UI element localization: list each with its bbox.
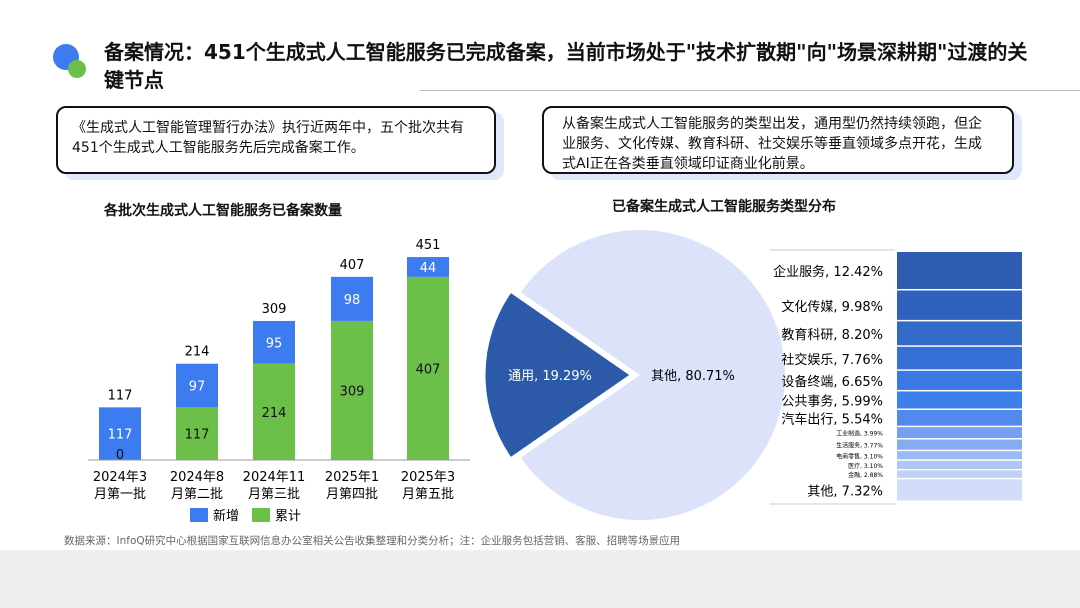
pie-slice-general (484, 291, 631, 459)
breakdown-label: 文化传媒, 9.98% (781, 300, 883, 315)
bar-cumulative-label: 0 (116, 448, 124, 463)
summary-box-left: 《生成式人工智能管理暂行办法》执行近两年中，五个批次共有451个生成式人工智能服… (56, 106, 496, 174)
source-note: 数据来源：InfoQ研究中心根据国家互联网信息办公室相关公告收集整理和分类分析；… (64, 535, 681, 547)
bar-total-label: 407 (340, 258, 365, 273)
x-tick-label: 月第二批 (171, 487, 223, 502)
breakdown-bar (897, 391, 1022, 409)
summary-box-right: 从备案生成式人工智能服务的类型出发，通用型仍然持续领跑，但企业服务、文化传媒、教… (542, 106, 1014, 174)
breakdown-label: 社交娱乐, 7.76% (781, 352, 883, 368)
bar-cumulative (407, 276, 449, 460)
breakdown-bar (897, 346, 1022, 370)
bar-new-label: 117 (108, 428, 133, 443)
bar-cumulative-label: 309 (340, 384, 365, 399)
breakdown-bar (897, 409, 1022, 426)
bar-new-label: 98 (344, 293, 361, 308)
breakdown-label: 公共事务, 5.99% (781, 394, 883, 410)
bar-chart-title: 各批次生成式人工智能服务已备案数量 (104, 203, 342, 219)
x-tick-label: 2024年3 (93, 470, 147, 485)
breakdown-bar (897, 439, 1022, 450)
bar-total-label: 309 (262, 302, 287, 317)
bar-new-label: 44 (420, 261, 437, 276)
bar-cumulative (176, 407, 218, 460)
pie-label-general: 通用, 19.29% (508, 369, 592, 384)
legend-swatch-new (190, 508, 208, 522)
breakdown-label: 其他, 7.32% (807, 485, 883, 500)
legend-swatch-cumulative (252, 508, 270, 522)
breakdown-bar (897, 290, 1022, 320)
breakdown-label: 生活服务, 3.77% (836, 442, 883, 450)
breakdown-bar (897, 460, 1022, 469)
bar-new (331, 276, 373, 321)
bar-cumulative (331, 320, 373, 460)
bar-new (253, 320, 295, 364)
x-tick-label: 月第一批 (94, 487, 146, 502)
legend-label-cumulative: 累计 (275, 509, 301, 524)
bar-new (407, 257, 449, 277)
breakdown-label: 设备终端, 6.65% (781, 374, 883, 390)
breakdown-label: 金融, 2.88% (848, 471, 883, 479)
breakdown-bar (897, 479, 1022, 501)
page-title: 备案情况：451个生成式人工智能服务已完成备案，当前市场处于"技术扩散期"向"场… (104, 40, 1028, 92)
x-tick-label: 2025年3 (401, 470, 455, 485)
breakdown-label: 汽车出行, 5.54% (781, 412, 883, 428)
breakdown-label: 企业服务, 12.42% (773, 264, 883, 280)
divider (420, 90, 1080, 91)
legend-label-new: 新增 (213, 508, 239, 524)
pie-label-other: 其他, 80.71% (651, 369, 735, 384)
bar-total-label: 117 (108, 388, 133, 403)
breakdown-bar (897, 252, 1022, 289)
x-tick-label: 月第四批 (326, 487, 378, 502)
pie-slice-other (520, 230, 786, 520)
breakdown-bar (897, 470, 1022, 478)
bar-new (176, 363, 218, 408)
footer-band (0, 550, 1080, 608)
bar-cumulative-label: 407 (416, 362, 441, 377)
breakdown-bar (897, 427, 1022, 439)
breakdown-bar (897, 370, 1022, 390)
breakdown-label: 电商零售, 3.10% (836, 452, 883, 460)
x-tick-label: 月第五批 (402, 487, 454, 502)
breakdown-label: 医疗, 3.10% (848, 462, 883, 470)
bar-total-label: 214 (185, 345, 210, 360)
bar-new-label: 95 (266, 336, 283, 351)
bar-new (99, 407, 141, 460)
breakdown-label: 工业制造, 3.99% (836, 430, 883, 438)
x-tick-label: 月第三批 (248, 487, 300, 502)
bar-new-label: 97 (189, 380, 206, 395)
x-tick-label: 2024年11 (243, 470, 306, 485)
bar-cumulative (253, 363, 295, 460)
x-tick-label: 2025年1 (325, 470, 379, 485)
bar-total-label: 451 (416, 238, 441, 253)
logo-circle-green (68, 60, 86, 78)
x-tick-label: 2024年8 (170, 470, 224, 485)
pie-chart-title: 已备案生成式人工智能服务类型分布 (612, 199, 836, 215)
breakdown-label: 教育科研, 8.20% (781, 327, 883, 343)
breakdown-bar (897, 451, 1022, 460)
bar-cumulative-label: 117 (185, 428, 210, 443)
breakdown-bar (897, 321, 1022, 346)
bar-cumulative-label: 214 (262, 406, 287, 421)
